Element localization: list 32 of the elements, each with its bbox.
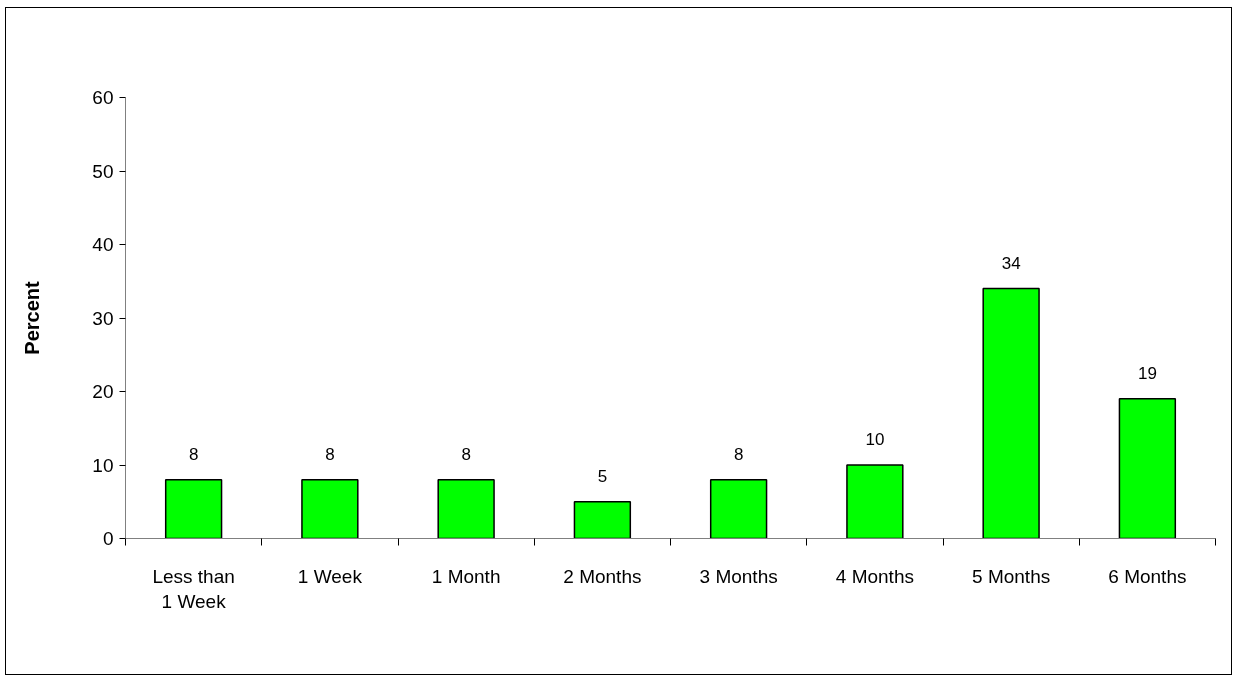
x-tick-label: 3 Months	[699, 565, 778, 587]
y-tick-label: 20	[92, 381, 114, 402]
data-label: 8	[461, 444, 471, 464]
bar	[1118, 398, 1177, 539]
data-label: 8	[188, 444, 199, 464]
data-label: 34	[1001, 253, 1021, 273]
y-tick-label: 50	[92, 160, 114, 182]
data-label: 8	[733, 444, 744, 464]
data-label: 19	[1137, 363, 1157, 383]
bar	[982, 287, 1040, 539]
y-tick-label: 10	[92, 454, 114, 476]
y-tick-label: 60	[92, 87, 114, 108]
bar	[164, 478, 223, 539]
y-tick-label: 0	[102, 528, 114, 549]
data-label: 8	[325, 444, 335, 464]
x-tick-label: 5 Months	[972, 565, 1051, 587]
data-label: 5	[597, 466, 608, 486]
bar	[709, 478, 768, 539]
y-tick-label: 30	[92, 307, 114, 329]
bar	[437, 478, 495, 539]
y-axis-title: Percent	[21, 280, 44, 355]
bar	[846, 464, 904, 539]
x-tick-label: 6 Months	[1108, 565, 1187, 587]
bar	[573, 501, 632, 539]
x-tick-label: 4 Months	[835, 565, 914, 587]
x-tick-label: 1 Week	[297, 565, 363, 587]
x-tick-label: 1 Month	[431, 565, 501, 587]
y-tick-label: 40	[92, 234, 114, 255]
data-label: 10	[865, 430, 885, 449]
bar	[301, 478, 359, 539]
x-tick-label: 2 Months	[563, 565, 642, 587]
x-tick-label: Less than 1 Week	[152, 565, 235, 612]
